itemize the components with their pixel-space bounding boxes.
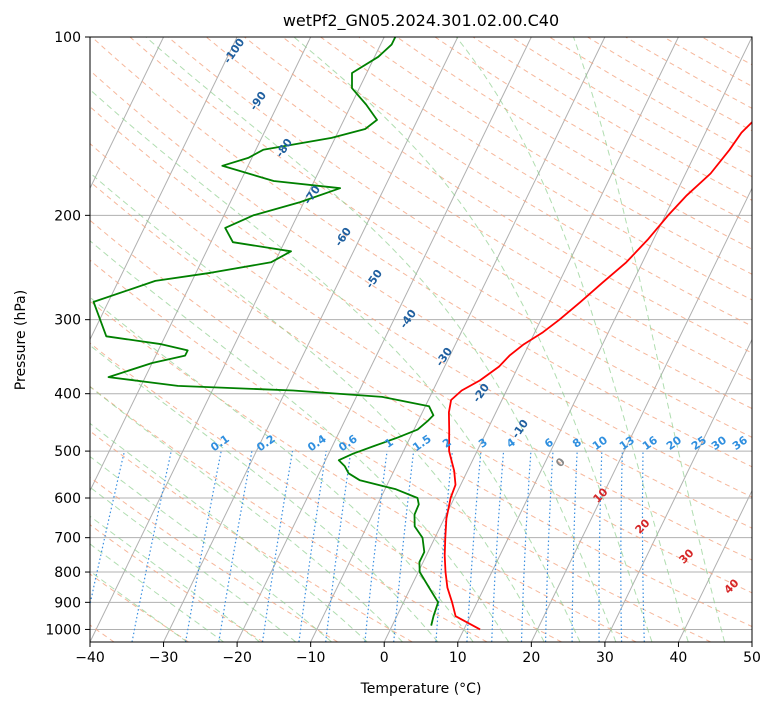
mixing-ratio-line: [218, 450, 253, 642]
series-layer: [92, 37, 752, 631]
moist-adiabat-line: [90, 172, 545, 642]
x-tick-label: 10: [449, 650, 467, 666]
isotherm-line: [90, 37, 312, 492]
moist-adiabat-line: [90, 240, 510, 642]
dry-adiabat-line: [90, 219, 752, 628]
moist-adiabat-line: [90, 422, 368, 642]
dry-adiabat-line: [91, 37, 752, 468]
isotherm-line: [751, 640, 752, 642]
moist-adiabat-line: [90, 543, 224, 642]
x-tick-label: 20: [522, 650, 540, 666]
plot-frame: [89, 36, 753, 643]
y-axis-label: Pressure (hPa): [13, 290, 29, 390]
y-tick-label: 700: [54, 531, 81, 547]
plot-background: [90, 37, 752, 642]
dry-adiabat-line: [90, 142, 752, 561]
grid-layer: [90, 37, 752, 642]
x-tick-label: −10: [296, 650, 326, 666]
y-tick-label: 1000: [45, 622, 81, 638]
dry-adiabat-line: [244, 37, 752, 354]
x-tick-label: 50: [743, 650, 761, 666]
dry-adiabat-line: [205, 37, 752, 382]
moist-adiabat-line: [90, 570, 188, 642]
dewpoint-line: [92, 37, 439, 626]
x-tick-label: −20: [222, 650, 252, 666]
moist-adiabat-line: [573, 37, 726, 642]
moist-adiabat-line: [90, 455, 332, 642]
dry-adiabat-line: [129, 37, 752, 438]
dry-adiabat-line: [90, 69, 752, 498]
dry-adiabat-line: [90, 106, 752, 529]
mixing-ratio-line: [298, 451, 327, 642]
temperature-line: [443, 120, 752, 631]
dry-adiabat-line: [90, 342, 562, 642]
moist-adiabat-line: [455, 37, 689, 642]
y-tick-label: 100: [54, 30, 81, 46]
dry-adiabat-line: [90, 524, 264, 642]
isotherm-line: [604, 338, 752, 642]
mixing-ratio-line: [261, 451, 294, 642]
x-tick-label: 40: [670, 650, 688, 666]
moist-adiabat-line: [90, 386, 403, 642]
y-tick-label: 300: [54, 313, 81, 329]
isotherm-line: [530, 187, 752, 642]
dry-adiabat-line: [90, 180, 752, 594]
y-tick-label: 800: [54, 565, 81, 581]
isotherm-line: [163, 37, 459, 642]
isotherm-line: [90, 37, 165, 190]
moist-adiabat-line: [145, 37, 617, 642]
moist-adiabat-line: [293, 37, 653, 642]
y-tick-label: 900: [54, 595, 81, 611]
mixing-ratio-line: [185, 450, 222, 642]
y-tick-label: 600: [54, 491, 81, 507]
moist-adiabat-line: [90, 296, 474, 642]
dry-adiabat-line: [549, 37, 752, 154]
moist-adiabat-line: [90, 88, 581, 642]
isotherm-line: [677, 489, 752, 642]
chart-title: wetPf2_GN05.2024.301.02.00.C40: [283, 11, 559, 31]
dry-adiabat-line: [396, 37, 752, 250]
y-tick-label: 400: [54, 387, 81, 403]
y-tick-label: 500: [54, 444, 81, 460]
x-tick-label: 30: [596, 650, 614, 666]
x-tick-label: −30: [149, 650, 179, 666]
dry-adiabat-line: [434, 37, 752, 226]
x-tick-label: −40: [75, 650, 105, 666]
x-tick-label: 0: [380, 650, 389, 666]
mixing-ratio-line: [131, 450, 172, 642]
ticks-layer: −40 −30 −20 −10 0 10 20 30 40 50 100 200 300 400 500 60…: [45, 30, 761, 666]
isotherm-line: [457, 37, 752, 642]
mixing-ratio-line: [325, 451, 352, 642]
dry-adiabat-line: [511, 37, 752, 178]
dry-adiabat-line: [282, 37, 752, 327]
mixing-ratio-line: [364, 451, 388, 642]
y-tick-label: 200: [54, 208, 81, 224]
dry-adiabat-line: [90, 385, 488, 642]
x-axis-label: Temperature (°C): [360, 681, 482, 697]
moist-adiabat-line: [90, 515, 261, 642]
